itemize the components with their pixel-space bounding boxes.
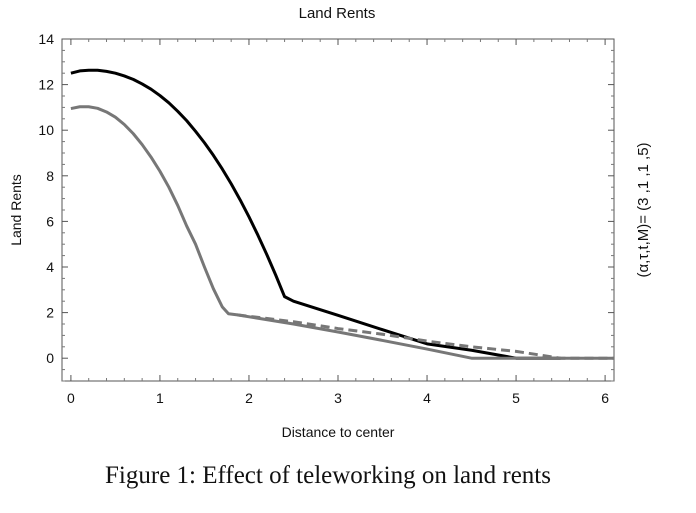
x-tick-label: 0: [67, 390, 75, 406]
y-tick-label: 6: [46, 213, 54, 229]
x-tick-label: 1: [156, 390, 164, 406]
parameter-label: (α,τ,t,M)= (3 ,1 ,1 ,5): [635, 142, 652, 277]
y-tick-label: 14: [38, 31, 54, 47]
figure-caption: Figure 1: Effect of teleworking on land …: [105, 462, 551, 489]
series-line-gray-solid: [70, 105, 614, 360]
y-tick-label: 4: [46, 259, 54, 275]
y-tick-label: 2: [46, 305, 54, 321]
y-tick-label: 0: [46, 350, 54, 366]
y-tick-label: 8: [46, 168, 54, 184]
chart-title: Land Rents: [299, 5, 376, 22]
x-tick-label: 2: [245, 390, 253, 406]
y-axis-label: Land Rents: [8, 174, 24, 246]
y-tick-label: 10: [38, 122, 54, 138]
series-line-gray-dashed: [237, 313, 614, 360]
x-tick-label: 6: [601, 390, 609, 406]
x-tick-label: 5: [512, 390, 520, 406]
x-axis-label: Distance to center: [282, 424, 395, 440]
series-group: [70, 68, 614, 360]
x-tick-label: 3: [334, 390, 342, 406]
x-tick-label: 4: [423, 390, 431, 406]
y-tick-label: 12: [38, 77, 54, 93]
series-line-teleworking-black: [70, 68, 561, 360]
